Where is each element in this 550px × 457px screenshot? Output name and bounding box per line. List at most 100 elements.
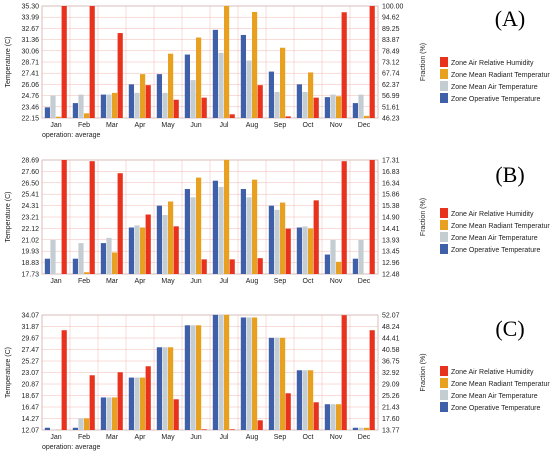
bar-zone-mean-radiant-temperature-may bbox=[168, 201, 174, 274]
x-tick-label: May bbox=[161, 122, 175, 129]
y-tick-right: 40.58 bbox=[382, 347, 400, 354]
bar-zone-mean-radiant-temperature-jul bbox=[224, 159, 230, 274]
legend-entry: Zone Mean Radiant Temperature bbox=[451, 223, 550, 230]
y-axis-label-left: Temperature (C) bbox=[5, 37, 12, 88]
bar-zone-mean-radiant-temperature-may bbox=[168, 347, 174, 430]
bar-zone-operative-temperature-oct bbox=[296, 227, 302, 274]
legend-entry: Zone Mean Air Temperature bbox=[451, 84, 538, 91]
legend-swatch bbox=[440, 390, 448, 400]
bar-zone-mean-air-temperature-may bbox=[162, 347, 168, 430]
x-tick-label: Jul bbox=[220, 434, 229, 441]
bar-zone-operative-temperature-feb bbox=[72, 103, 78, 118]
y-tick-right: 62.37 bbox=[382, 82, 400, 89]
bar-zone-air-relative-humidity-jun bbox=[201, 97, 207, 118]
bar-zone-mean-air-temperature-apr bbox=[134, 225, 140, 274]
bar-zone-mean-air-temperature-aug bbox=[246, 197, 252, 274]
y-tick-right: 36.75 bbox=[382, 359, 400, 366]
bar-zone-operative-temperature-jan bbox=[44, 427, 50, 430]
bar-zone-mean-radiant-temperature-apr bbox=[140, 377, 146, 430]
bar-zone-mean-air-temperature-mar bbox=[106, 237, 112, 274]
legend-entry: Zone Operative Temperature bbox=[451, 247, 540, 254]
bar-zone-operative-temperature-mar bbox=[100, 397, 106, 430]
legend-swatch bbox=[440, 93, 448, 103]
bar-zone-mean-air-temperature-jun bbox=[190, 80, 196, 118]
legend-entry: Zone Air Relative Humidity bbox=[451, 369, 534, 376]
bar-zone-mean-radiant-temperature-feb bbox=[84, 113, 90, 118]
bar-zone-operative-temperature-aug bbox=[240, 317, 246, 430]
bar-zone-operative-temperature-jun bbox=[184, 325, 190, 430]
y-tick-left: 24.76 bbox=[21, 93, 39, 100]
y-tick-right: 16.34 bbox=[382, 180, 400, 187]
x-tick-label: Jul bbox=[220, 278, 229, 285]
x-tick-label: Oct bbox=[303, 278, 314, 285]
bar-zone-mean-radiant-temperature-mar bbox=[112, 92, 118, 118]
bar-zone-air-relative-humidity-sep bbox=[285, 393, 291, 430]
bar-zone-mean-air-temperature-nov bbox=[330, 94, 336, 118]
bar-zone-air-relative-humidity-dec bbox=[369, 160, 375, 274]
y-tick-right: 12.96 bbox=[382, 260, 400, 267]
y-tick-left: 34.07 bbox=[21, 313, 39, 320]
y-tick-right: 48.24 bbox=[382, 324, 400, 331]
x-tick-label: Nov bbox=[330, 278, 343, 285]
bar-zone-operative-temperature-sep bbox=[268, 205, 274, 274]
bar-zone-operative-temperature-aug bbox=[240, 189, 246, 274]
y-tick-left: 22.15 bbox=[21, 116, 39, 123]
y-tick-left: 19.93 bbox=[21, 249, 39, 256]
legend-entry: Zone Air Relative Humidity bbox=[451, 60, 534, 67]
y-tick-left: 14.27 bbox=[21, 416, 39, 423]
bar-zone-mean-air-temperature-sep bbox=[274, 337, 280, 430]
bar-zone-air-relative-humidity-jun bbox=[201, 429, 207, 430]
x-tick-label: Jan bbox=[50, 434, 61, 441]
x-tick-label: Sep bbox=[274, 434, 287, 441]
bar-zone-mean-air-temperature-dec bbox=[358, 427, 364, 430]
y-tick-left: 27.60 bbox=[21, 169, 39, 176]
x-tick-label: Apr bbox=[135, 278, 147, 285]
bar-zone-air-relative-humidity-apr bbox=[145, 214, 151, 274]
y-tick-left: 28.69 bbox=[21, 158, 39, 165]
y-tick-right: 21.43 bbox=[382, 405, 400, 412]
bar-zone-operative-temperature-dec bbox=[352, 258, 358, 274]
bar-zone-mean-air-temperature-mar bbox=[106, 94, 112, 118]
x-tick-label: Dec bbox=[358, 278, 371, 285]
bar-zone-mean-air-temperature-may bbox=[162, 92, 168, 118]
panel-label: (B) bbox=[495, 162, 524, 187]
x-tick-label: Jun bbox=[190, 434, 201, 441]
y-tick-right: 56.99 bbox=[382, 93, 400, 100]
y-tick-right: 12.48 bbox=[382, 272, 400, 279]
y-tick-right: 32.92 bbox=[382, 370, 400, 377]
bar-zone-mean-air-temperature-oct bbox=[302, 92, 308, 118]
y-tick-right: 29.09 bbox=[382, 382, 400, 389]
y-tick-left: 29.67 bbox=[21, 336, 39, 343]
bar-zone-mean-radiant-temperature-oct bbox=[308, 72, 314, 118]
bar-zone-air-relative-humidity-aug bbox=[257, 258, 263, 274]
bar-zone-air-relative-humidity-sep bbox=[285, 228, 291, 274]
x-tick-label: Jan bbox=[50, 278, 61, 285]
bar-zone-operative-temperature-dec bbox=[352, 103, 358, 118]
bar-zone-operative-temperature-nov bbox=[324, 404, 330, 430]
legend-swatch bbox=[440, 244, 448, 254]
bar-zone-mean-radiant-temperature-mar bbox=[112, 397, 118, 430]
panel-label: (C) bbox=[495, 316, 524, 341]
y-tick-right: 52.07 bbox=[382, 313, 400, 320]
y-tick-left: 18.83 bbox=[21, 260, 39, 267]
y-tick-left: 32.67 bbox=[21, 26, 39, 33]
legend-swatch bbox=[440, 69, 448, 79]
y-tick-left: 23.46 bbox=[21, 104, 39, 111]
bar-zone-mean-air-temperature-oct bbox=[302, 370, 308, 430]
bar-zone-mean-radiant-temperature-nov bbox=[336, 261, 342, 274]
bar-zone-operative-temperature-jan bbox=[44, 107, 50, 118]
bar-zone-air-relative-humidity-may bbox=[173, 99, 179, 118]
bar-zone-air-relative-humidity-nov bbox=[341, 315, 347, 430]
x-tick-label: Dec bbox=[358, 122, 371, 129]
bar-zone-mean-radiant-temperature-nov bbox=[336, 404, 342, 430]
y-tick-left: 16.47 bbox=[21, 405, 39, 412]
bar-zone-mean-radiant-temperature-oct bbox=[308, 228, 314, 274]
bar-zone-operative-temperature-jun bbox=[184, 54, 190, 118]
y-tick-left: 35.30 bbox=[21, 4, 39, 11]
y-tick-left: 26.50 bbox=[21, 180, 39, 187]
y-tick-left: 30.06 bbox=[21, 48, 39, 55]
x-tick-label: Apr bbox=[135, 122, 147, 129]
bar-zone-air-relative-humidity-nov bbox=[341, 12, 347, 118]
legend-entry: Zone Air Relative Humidity bbox=[451, 211, 534, 218]
x-tick-label: May bbox=[161, 434, 175, 441]
